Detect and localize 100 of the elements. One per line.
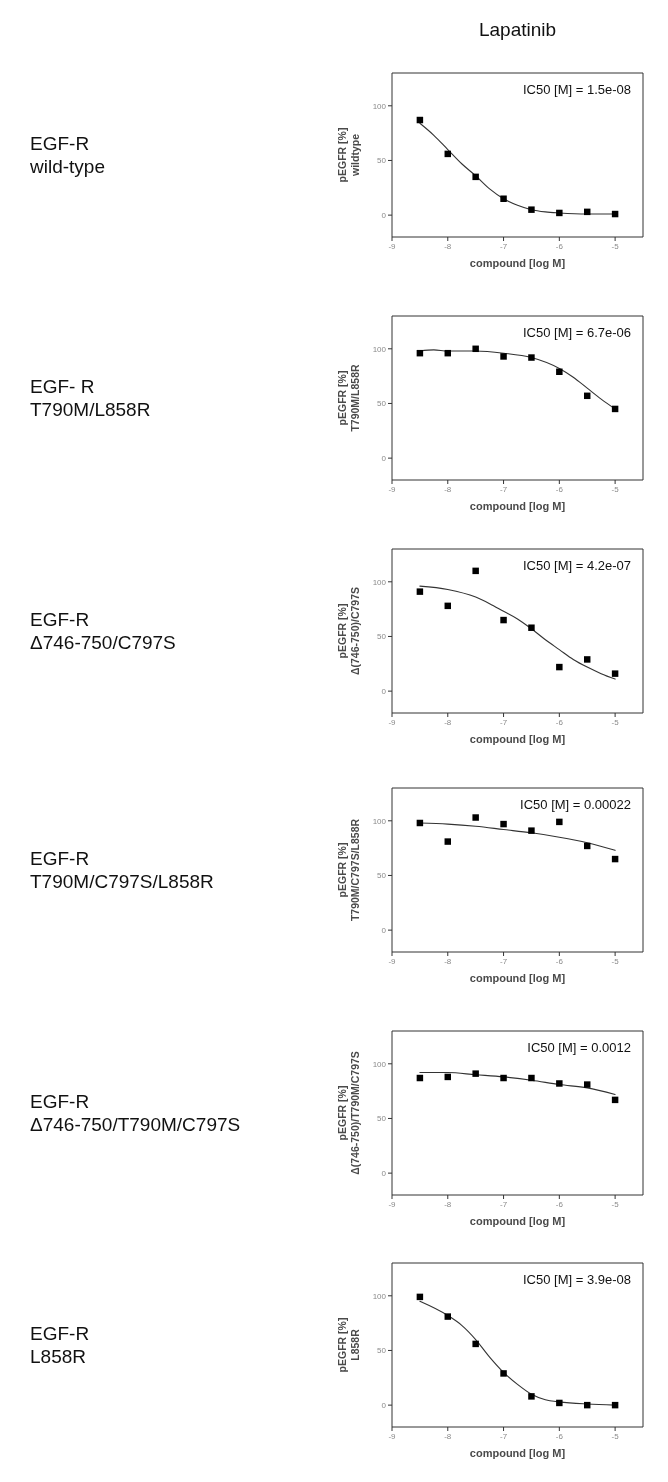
point [556, 209, 563, 217]
point [472, 1070, 479, 1077]
x-axis-title: compound [log M] [469, 972, 566, 984]
point [528, 624, 535, 631]
x-tick-label: -6 [555, 956, 564, 966]
annotation: IC50 [M] = 0.0012 [527, 1040, 631, 1055]
text: EGF-R L858R [30, 1323, 90, 1367]
y-tick-label: 0 [381, 686, 387, 696]
x-tick-label: -7 [499, 484, 508, 494]
y-tick-label: 100 [372, 816, 387, 826]
point [556, 368, 563, 375]
x-tick-label: -9 [388, 1431, 397, 1441]
y-tick-label: 0 [381, 1168, 387, 1178]
annotation: IC50 [M] = 0.00022 [520, 797, 631, 812]
y-tick-label: 0 [381, 453, 387, 463]
point [556, 818, 563, 826]
y-tick-label: 100 [372, 101, 387, 111]
point [528, 1393, 535, 1400]
point [500, 1370, 507, 1377]
x-tick-label: -8 [444, 241, 452, 251]
y-axis-title: pEGFR [%] Δ(746-750)/C797S [335, 586, 361, 676]
y-tick-label: 50 [377, 156, 387, 166]
x-tick-label: -7 [499, 1431, 508, 1441]
point [556, 1399, 563, 1407]
x-axis-title: compound [log M] [469, 500, 566, 512]
x-tick-label: -9 [388, 1199, 397, 1209]
x-tick-label: -6 [555, 717, 564, 727]
x-tick-label: -5 [611, 717, 620, 727]
point [500, 353, 507, 360]
text: EGF-R Δ746-750/C797S [30, 609, 176, 653]
text: EGF-R T790M/C797S/L858R [30, 848, 214, 892]
y-tick-label: 50 [377, 871, 387, 881]
x-tick-label: -9 [388, 717, 397, 727]
point [500, 1074, 507, 1082]
y-tick-label: 50 [377, 1114, 387, 1124]
x-tick-label: -5 [611, 1431, 620, 1441]
annotation: IC50 [M] = 4.2e-07 [522, 558, 631, 573]
x-tick-label: -5 [611, 1199, 620, 1209]
y-axis-title: pEGFR [%] L858R [335, 1317, 361, 1373]
point [416, 588, 424, 595]
annotation: IC50 [M] = 6.7e-06 [522, 325, 631, 340]
point [556, 663, 563, 671]
x-tick-label: -9 [388, 484, 397, 494]
text: EGF-R Δ746-750/T790M/C797S [30, 1091, 241, 1135]
x-tick-label: -8 [444, 484, 452, 494]
x-axis-title: compound [log M] [469, 1215, 566, 1227]
text: EGF-R wild-type [30, 133, 105, 177]
point [472, 1340, 479, 1348]
x-tick-label: -7 [499, 956, 508, 966]
y-tick-label: 50 [377, 632, 387, 642]
point [528, 1074, 535, 1082]
y-tick-label: 100 [372, 1059, 387, 1069]
y-axis-title: pEGFR [%] T790M/C797S/L858R [335, 818, 361, 922]
point [444, 838, 452, 845]
point [472, 173, 479, 181]
point [500, 195, 507, 202]
point [472, 345, 479, 353]
x-tick-label: -8 [444, 1199, 452, 1209]
x-tick-label: -8 [444, 956, 452, 966]
y-tick-label: 50 [377, 399, 387, 409]
x-tick-label: -7 [499, 241, 508, 251]
y-axis-title: pEGFR [%] Δ(746-750)/T790M/C797S [335, 1051, 361, 1175]
y-tick-label: 0 [381, 210, 387, 220]
point [472, 567, 479, 575]
y-tick-label: 100 [372, 344, 387, 354]
x-tick-label: -9 [388, 241, 397, 251]
y-tick-label: 50 [377, 1346, 387, 1356]
x-tick-label: -7 [499, 1199, 508, 1209]
x-tick-label: -7 [499, 717, 508, 727]
point [500, 820, 507, 828]
y-tick-label: 100 [372, 577, 387, 587]
annotation: IC50 [M] = 3.9e-08 [522, 1272, 631, 1287]
x-axis-title: compound [log M] [469, 1447, 566, 1459]
point [500, 616, 507, 624]
x-tick-label: -6 [555, 1431, 564, 1441]
y-axis-title: pEGFR [%] wildtype [335, 127, 361, 183]
x-tick-label: -6 [555, 1199, 564, 1209]
y-tick-label: 0 [381, 1400, 387, 1410]
point [611, 670, 619, 677]
point [556, 1080, 563, 1087]
x-tick-label: -5 [611, 241, 620, 251]
point [528, 206, 535, 213]
point [583, 656, 591, 663]
point [583, 1081, 591, 1088]
point [528, 827, 535, 834]
x-tick-label: -6 [555, 241, 564, 251]
point [472, 814, 479, 821]
y-axis-title: pEGFR [%] T790M/L858R [335, 364, 361, 432]
y-tick-label: 100 [372, 1291, 387, 1301]
x-tick-label: -8 [444, 1431, 452, 1441]
x-tick-label: -8 [444, 717, 452, 727]
x-axis-title: compound [log M] [469, 257, 566, 269]
x-axis-title: compound [log M] [469, 733, 566, 745]
y-tick-label: 0 [381, 925, 387, 935]
text: Lapatinib [478, 19, 557, 40]
x-tick-label: -5 [611, 484, 620, 494]
text: EGF- R T790M/L858R [30, 376, 151, 420]
x-tick-label: -5 [611, 956, 620, 966]
x-tick-label: -9 [388, 956, 397, 966]
point [528, 354, 535, 361]
